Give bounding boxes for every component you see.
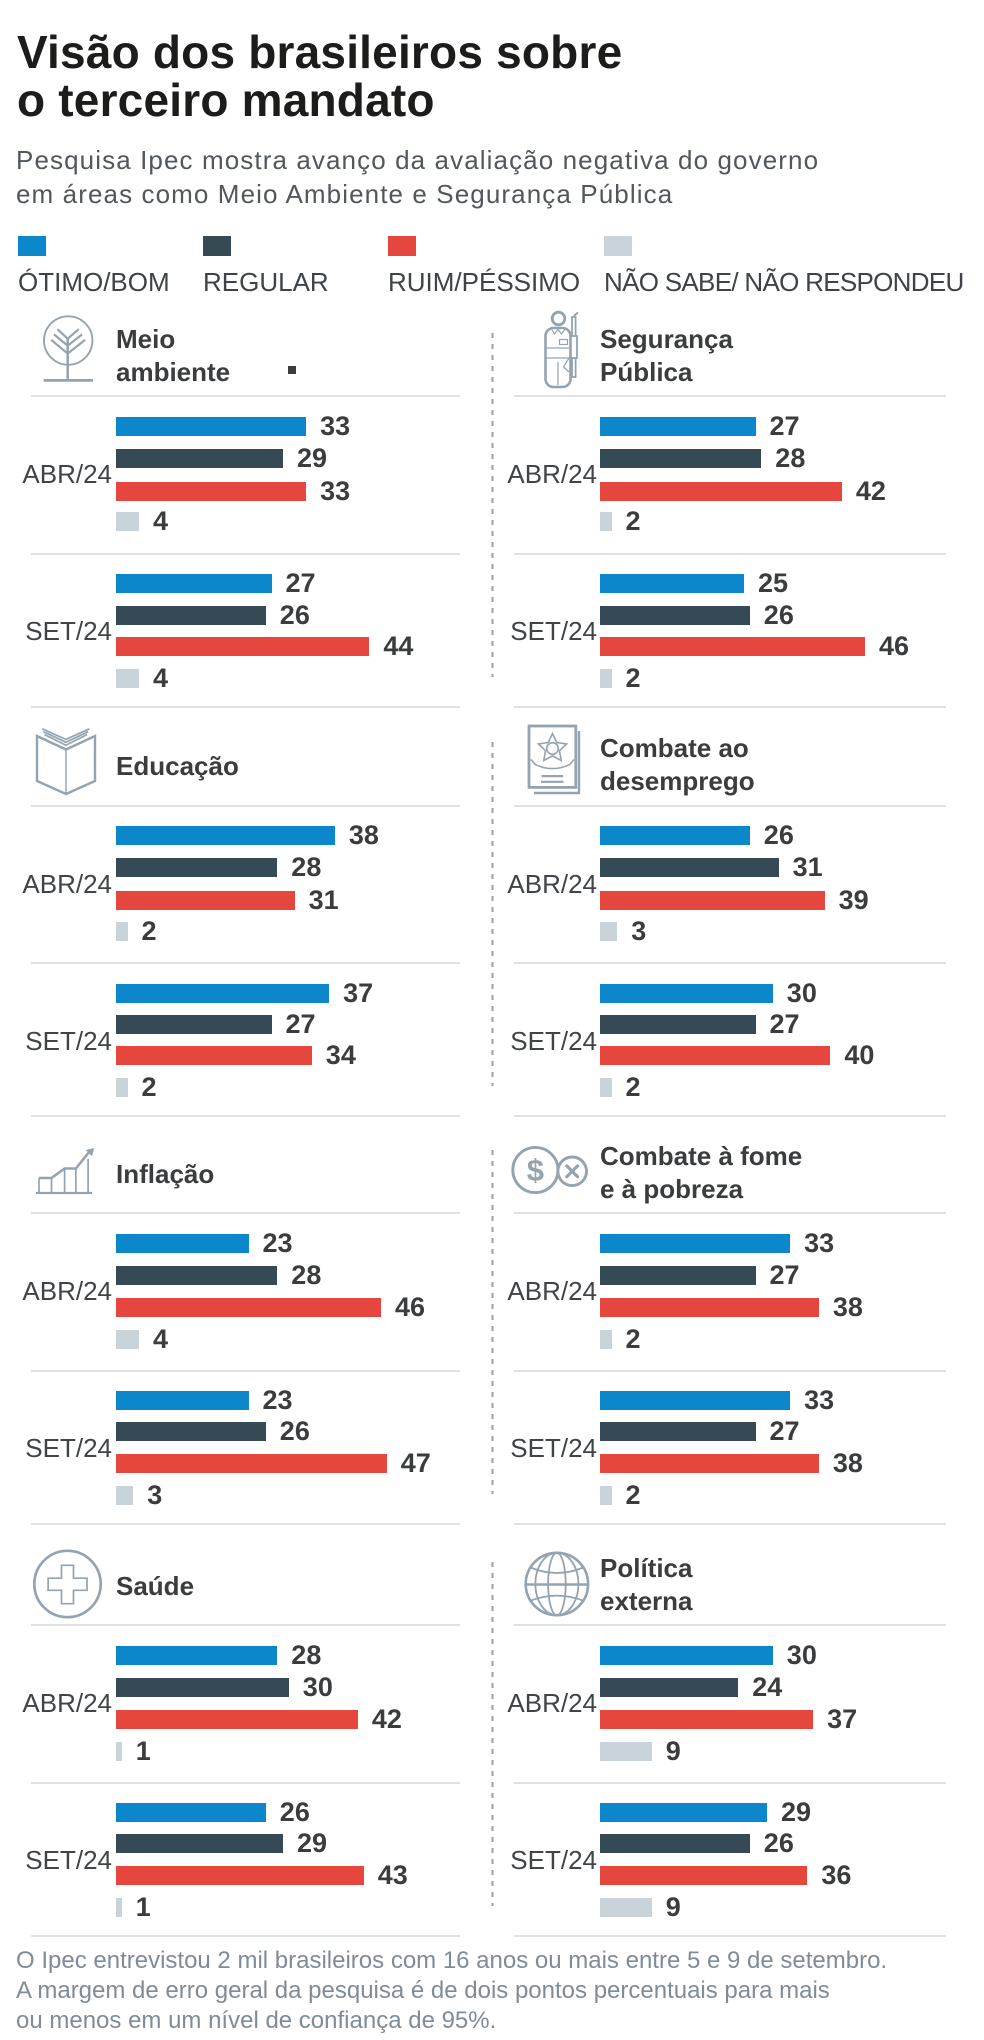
svg-text:$: $ [527,1153,544,1188]
